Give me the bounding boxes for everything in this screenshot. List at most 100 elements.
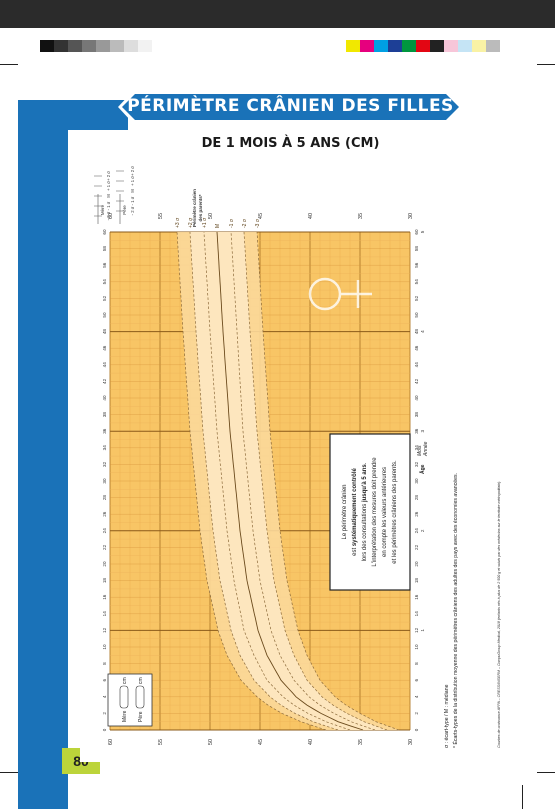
month-tick-group: 12	[102, 627, 107, 633]
month-tick-label: 44	[414, 362, 419, 368]
cm-tick-label: 60	[108, 213, 114, 219]
info-line-2a: est	[352, 546, 358, 556]
month-tick-group: 18	[414, 578, 419, 584]
month-tick-label: 28	[102, 495, 107, 501]
month-tick-group: 22	[414, 544, 419, 550]
month-tick-group: 60	[414, 229, 419, 235]
month-tick-group: 8	[414, 662, 419, 665]
month-tick-label: 12	[414, 627, 419, 633]
cm-tick-group: 55	[158, 213, 164, 219]
cm-tick-label: 50	[208, 213, 214, 219]
month-tick-group: 60	[102, 229, 107, 235]
month-tick-label: 60	[414, 229, 419, 235]
month-tick-group: 42	[414, 378, 419, 384]
month-tick-group: 2	[102, 712, 107, 715]
x-axis-unit-top: Mois	[417, 445, 423, 456]
month-tick-label: 0	[414, 728, 419, 731]
month-tick-label: 36	[102, 428, 107, 434]
month-tick-group: 8	[102, 662, 107, 665]
month-tick-group: 24	[102, 528, 107, 534]
parents-scale: Mère Père Périmètre crânien des parents*…	[94, 166, 203, 227]
month-tick-group: 18	[102, 578, 107, 584]
month-tick-group: 52	[102, 295, 107, 301]
info-box: Le périmètre crânien est systématiquemen…	[329, 433, 411, 591]
pere-unit: cm	[138, 677, 144, 684]
month-tick-group: 58	[102, 246, 107, 252]
month-tick-label: 50	[102, 312, 107, 318]
cm-tick-group: 40	[308, 213, 314, 219]
month-tick-label: 4	[102, 695, 107, 698]
mere-input[interactable]	[119, 685, 129, 709]
page-subtitle: DE 1 MOIS À 5 ANS (CM)	[201, 136, 380, 151]
info-line-6: et les périmètres crâniens des parents.	[392, 460, 398, 564]
x-axis-label: Âge	[419, 464, 426, 474]
parents-mark-right: - 1 σ	[130, 196, 135, 205]
month-tick-group: 46	[102, 345, 107, 351]
svg-text:est systématiquement contrôlé: est systématiquement contrôlé	[352, 467, 358, 555]
month-tick-group: 34	[414, 445, 419, 451]
info-line-5: en compte les valeurs antérieures	[382, 467, 388, 557]
month-tick-group: 12	[414, 627, 419, 633]
band-plus-minus-2-sigma	[190, 232, 387, 730]
month-tick-label: 32	[102, 461, 107, 467]
year-tick-group: 1	[420, 629, 425, 632]
month-tick-group: 38	[102, 412, 107, 418]
parents-mark-left: - 1 σ	[106, 201, 111, 210]
month-tick-label: 26	[414, 511, 419, 517]
month-tick-label: 26	[102, 511, 107, 517]
parents-mark-left: M	[106, 194, 111, 198]
parents-mark-group: M	[130, 189, 135, 193]
series-line-1	[176, 231, 327, 731]
month-tick-group: 42	[102, 378, 107, 384]
month-tick-group: 28	[414, 495, 419, 501]
month-tick-label: 34	[102, 445, 107, 451]
month-tick-label: 4	[414, 695, 419, 698]
parents-mark-right: + 2 σ	[130, 166, 135, 176]
month-tick-group: 2	[414, 712, 419, 715]
month-tick-group: 46	[414, 345, 419, 351]
year-tick-group: 4	[420, 330, 425, 333]
month-tick-group: 20	[414, 561, 419, 567]
month-tick-label: 6	[102, 678, 107, 681]
month-tick-group: 34	[102, 445, 107, 451]
month-tick-label: 44	[102, 362, 107, 368]
month-tick-group: 26	[102, 511, 107, 517]
cm-tick-label: 30	[408, 739, 414, 745]
head-circumference-chart: +3 σ +2 σ +1 σ M -1 σ -2 σ -3 σ 60605555505045…	[94, 166, 501, 748]
top-bar	[0, 0, 555, 28]
year-tick-label: 5	[420, 230, 425, 233]
month-tick-label: 18	[102, 578, 107, 584]
series-label-group: -2 σ	[242, 218, 248, 228]
month-tick-label: 32	[414, 461, 419, 467]
month-tick-group: 54	[102, 279, 107, 285]
series-line-5	[230, 231, 376, 731]
mere-label: Mère	[122, 710, 128, 722]
parents-scale-marks: + 2 σ+ 1 σM- 1 σ- 2 σ+ 2 σ+ 1 σM- 1 σ- 2…	[94, 166, 135, 220]
cm-tick-group: 50	[208, 213, 214, 219]
parents-mark-group: - 1 σ	[130, 196, 135, 205]
month-tick-group: 22	[102, 544, 107, 550]
year-tick-group: 2	[420, 529, 425, 532]
month-tick-label: 16	[414, 594, 419, 600]
cm-tick-label: 50	[208, 739, 214, 745]
pere-input[interactable]	[135, 685, 145, 709]
cm-tick-label: 40	[308, 213, 314, 219]
month-tick-group: 44	[102, 362, 107, 368]
month-tick-group: 16	[102, 594, 107, 600]
parents-scale-title-2: des parents*	[198, 194, 203, 221]
series-label: M	[215, 224, 221, 228]
month-tick-label: 54	[102, 279, 107, 285]
month-tick-label: 24	[102, 528, 107, 534]
parents-mark-group: - 2 σ	[130, 206, 135, 215]
series-label-group: +2 σ	[188, 217, 194, 228]
series-label-group: -1 σ	[229, 218, 235, 228]
month-tick-label: 14	[414, 611, 419, 617]
month-tick-group: 50	[414, 312, 419, 318]
month-tick-group: 0	[414, 728, 419, 731]
month-tick-label: 34	[414, 445, 419, 451]
parents-mark-left: - 2 σ	[106, 211, 111, 220]
crop-mark	[0, 772, 18, 773]
crop-mark	[522, 785, 523, 809]
month-tick-label: 56	[102, 262, 107, 268]
